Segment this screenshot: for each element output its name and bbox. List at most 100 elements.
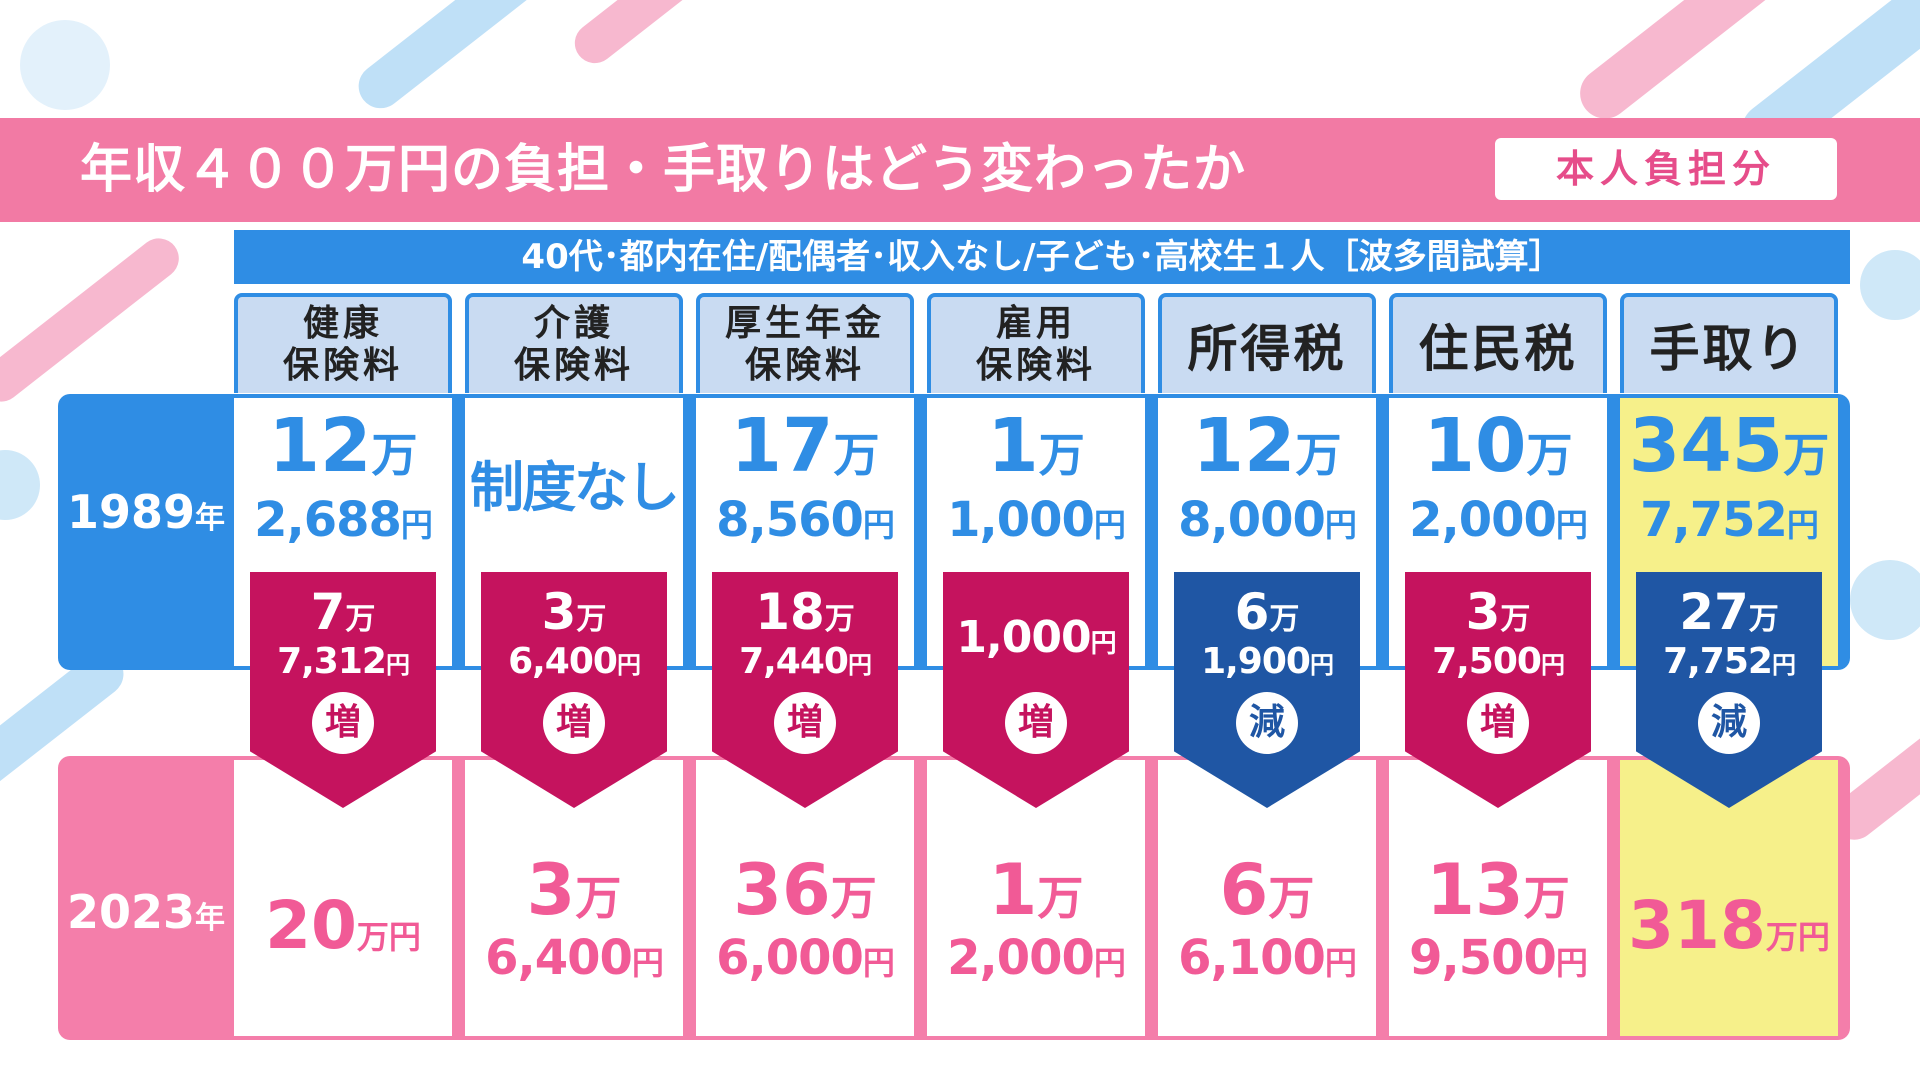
increase-arrow: 3万 6,400円増 (481, 572, 667, 808)
value-yen: 6,100円 (1158, 930, 1376, 991)
unit: 万 (1748, 602, 1779, 637)
value-yen: 8,000円 (1158, 492, 1376, 553)
amount: 7,500 (1432, 641, 1542, 682)
amount: 1,000 (947, 492, 1095, 548)
change-yen: 7,440円 (712, 640, 898, 687)
amount: 2,000 (947, 930, 1095, 986)
value-man: 3万 (465, 850, 683, 938)
column-header-label: 住民税 (1418, 320, 1578, 378)
cell-2023: 13万 9,500円 (1389, 760, 1607, 1036)
unit: 円 (631, 944, 664, 982)
value-man: 13万 (1389, 850, 1607, 938)
unit: 円 (1093, 506, 1126, 544)
amount: 20 (265, 887, 357, 964)
amount: 7,752 (1663, 641, 1773, 682)
year-label-2023: 2023年 (58, 885, 234, 939)
amount: 7,752 (1640, 492, 1788, 548)
unit: 万 (575, 871, 622, 925)
title-bar: 年収４００万円の負担・手取りはどう変わったか 本人負担分 (0, 118, 1920, 222)
value-total: 318万円 (1620, 886, 1838, 977)
unit: 円 (1309, 651, 1334, 679)
decrease-arrow: 6万 1,900円減 (1174, 572, 1360, 808)
column-header: 雇用 保険料 (927, 293, 1145, 393)
amount: 3 (541, 583, 577, 641)
amount: 7,440 (739, 641, 849, 682)
amount: 6,400 (485, 930, 633, 986)
change-value: 1,000円 (943, 608, 1129, 674)
year-number: 1989 (66, 485, 196, 539)
column-header: 住民税 (1389, 293, 1607, 393)
unit: 円 (847, 651, 872, 679)
amount: 6 (1219, 849, 1269, 931)
amount: 1,900 (1201, 641, 1311, 682)
value-man: 36万 (696, 850, 914, 938)
decrease-arrow: 27万 7,752円減 (1636, 572, 1822, 808)
unit: 円 (1540, 651, 1565, 679)
unit: 万 (1523, 871, 1570, 925)
year-number: 2023 (66, 885, 196, 939)
increase-badge: 増 (1467, 692, 1529, 754)
unit: 円 (1090, 629, 1117, 659)
increase-arrow: 18万 7,440円増 (712, 572, 898, 808)
unit: 万 (1526, 428, 1573, 482)
value-yen: 6,000円 (696, 930, 914, 991)
background-dot (1860, 250, 1920, 320)
conditions-subheader: 40代･都内在住/配偶者･収入なし/子ども･高校生１人［波多間試算］ (234, 230, 1850, 284)
amount: 6 (1234, 583, 1270, 641)
cell-2023: 1万 2,000円 (927, 760, 1145, 1036)
column-header: 所得税 (1158, 293, 1376, 393)
unit: 円 (1324, 506, 1357, 544)
unit: 万円 (1765, 918, 1830, 956)
unit: 円 (1324, 944, 1357, 982)
change-man: 27万 (1636, 582, 1822, 650)
amount: 3 (526, 849, 576, 931)
amount: 2,688 (254, 492, 402, 548)
amount: 17 (730, 403, 834, 489)
amount: 10 (1423, 403, 1527, 489)
change-man: 6万 (1174, 582, 1360, 650)
unit: 万 (1269, 602, 1300, 637)
increase-badge: 増 (312, 692, 374, 754)
value-man: 1万 (927, 404, 1145, 497)
value-man: 12万 (234, 404, 452, 497)
column-header: 健康 保険料 (234, 293, 452, 393)
column-header-label: 手取り (1649, 320, 1809, 378)
unit: 万 (1783, 428, 1830, 482)
unit: 万 (1295, 428, 1342, 482)
unit: 円 (1093, 944, 1126, 982)
amount: 6,000 (716, 930, 864, 986)
change-man: 3万 (481, 582, 667, 650)
change-man: 3万 (1405, 582, 1591, 650)
value-yen: 9,500円 (1389, 930, 1607, 991)
change-man: 18万 (712, 582, 898, 650)
increase-arrow: 3万 7,500円増 (1405, 572, 1591, 808)
change-yen: 7,752円 (1636, 640, 1822, 687)
background-stripe (566, 0, 734, 72)
unit: 万 (830, 871, 877, 925)
amount: 27 (1679, 583, 1749, 641)
value-yen: 2,000円 (927, 930, 1145, 991)
column-header-label: 介護 保険料 (513, 303, 634, 386)
unit: 万 (1268, 871, 1315, 925)
amount: 318 (1628, 887, 1766, 964)
increase-arrow: 1,000円増 (943, 572, 1129, 808)
unit: 円 (1771, 651, 1796, 679)
value-yen: 7,752円 (1620, 492, 1838, 553)
column-header: 手取り (1620, 293, 1838, 393)
value-man: 345万 (1620, 404, 1838, 497)
amount: 6,100 (1178, 930, 1326, 986)
amount: 9,500 (1409, 930, 1557, 986)
value-yen: 8,560円 (696, 492, 914, 553)
unit: 円 (862, 944, 895, 982)
value-man: 1万 (927, 850, 1145, 938)
unit: 円 (616, 651, 641, 679)
amount: 7,312 (277, 641, 387, 682)
background-dot (0, 450, 40, 520)
column-header-label: 所得税 (1187, 320, 1347, 378)
amount: 1 (988, 849, 1038, 931)
amount: 12 (1192, 403, 1296, 489)
amount: 3 (1465, 583, 1501, 641)
amount: 1 (987, 403, 1039, 489)
amount: 18 (755, 583, 825, 641)
column-header: 介護 保険料 (465, 293, 683, 393)
